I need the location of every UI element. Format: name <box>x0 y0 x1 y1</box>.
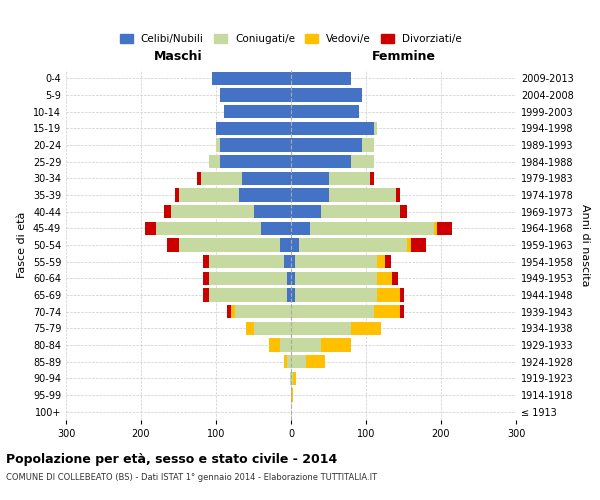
Bar <box>291 138 362 151</box>
Bar <box>291 205 321 218</box>
Bar <box>370 172 373 185</box>
Bar <box>291 272 295 285</box>
Bar <box>291 322 351 335</box>
Bar <box>291 388 293 402</box>
Bar <box>291 188 329 202</box>
Bar <box>377 255 385 268</box>
Bar <box>310 222 433 235</box>
Bar <box>407 238 411 252</box>
Bar <box>396 188 400 202</box>
Bar <box>400 205 407 218</box>
Bar <box>209 288 287 302</box>
Bar <box>351 155 373 168</box>
Bar <box>291 72 351 85</box>
Bar <box>377 272 392 285</box>
Y-axis label: Fasce di età: Fasce di età <box>17 212 27 278</box>
Bar <box>291 88 362 102</box>
Bar <box>291 255 295 268</box>
Bar <box>179 238 280 252</box>
Bar <box>209 272 287 285</box>
Bar <box>291 305 373 318</box>
Bar <box>171 205 254 218</box>
Text: Maschi: Maschi <box>154 50 203 63</box>
Y-axis label: Anni di nascita: Anni di nascita <box>580 204 590 286</box>
Bar <box>242 172 291 185</box>
Bar <box>321 338 351 351</box>
Bar <box>291 172 329 185</box>
Bar <box>291 155 351 168</box>
Bar <box>254 205 291 218</box>
Bar <box>329 172 370 185</box>
Bar <box>231 305 235 318</box>
Bar <box>437 222 452 235</box>
Bar <box>280 238 291 252</box>
Bar <box>220 88 291 102</box>
Bar <box>291 105 359 118</box>
Bar <box>216 122 291 135</box>
Bar <box>329 188 396 202</box>
Bar <box>209 155 220 168</box>
Bar <box>280 338 291 351</box>
Legend: Celibi/Nubili, Coniugati/e, Vedovi/e, Divorziati/e: Celibi/Nubili, Coniugati/e, Vedovi/e, Di… <box>116 30 466 48</box>
Bar <box>373 122 377 135</box>
Text: Popolazione per età, sesso e stato civile - 2014: Popolazione per età, sesso e stato civil… <box>6 452 337 466</box>
Bar <box>223 105 291 118</box>
Bar <box>145 222 156 235</box>
Bar <box>321 205 400 218</box>
Bar <box>203 255 209 268</box>
Bar <box>295 255 377 268</box>
Bar <box>290 372 291 385</box>
Bar <box>201 172 242 185</box>
Bar <box>227 305 231 318</box>
Bar <box>167 238 179 252</box>
Bar <box>287 272 291 285</box>
Bar <box>400 305 404 318</box>
Bar <box>284 255 291 268</box>
Bar <box>239 188 291 202</box>
Bar <box>291 238 299 252</box>
Bar <box>291 288 295 302</box>
Bar <box>291 222 310 235</box>
Bar <box>261 222 291 235</box>
Bar <box>203 288 209 302</box>
Bar <box>216 138 220 151</box>
Bar <box>175 188 179 202</box>
Bar <box>306 355 325 368</box>
Text: COMUNE DI COLLEBEATO (BS) - Dati ISTAT 1° gennaio 2014 - Elaborazione TUTTITALIA: COMUNE DI COLLEBEATO (BS) - Dati ISTAT 1… <box>6 472 377 482</box>
Bar <box>293 372 296 385</box>
Bar <box>295 272 377 285</box>
Bar <box>209 255 284 268</box>
Bar <box>377 288 400 302</box>
Bar <box>197 172 201 185</box>
Bar <box>235 305 291 318</box>
Bar <box>212 72 291 85</box>
Bar <box>220 155 291 168</box>
Bar <box>373 305 400 318</box>
Bar <box>411 238 426 252</box>
Bar <box>254 322 291 335</box>
Bar <box>433 222 437 235</box>
Bar <box>203 272 209 285</box>
Text: Femmine: Femmine <box>371 50 436 63</box>
Bar <box>287 355 291 368</box>
Bar <box>400 288 404 302</box>
Bar <box>269 338 280 351</box>
Bar <box>385 255 391 268</box>
Bar <box>156 222 261 235</box>
Bar <box>291 372 293 385</box>
Bar <box>246 322 254 335</box>
Bar <box>291 355 306 368</box>
Bar <box>351 322 381 335</box>
Bar <box>287 288 291 302</box>
Bar <box>392 272 398 285</box>
Bar <box>220 138 291 151</box>
Bar <box>291 122 373 135</box>
Bar <box>179 188 239 202</box>
Bar <box>284 355 287 368</box>
Bar <box>291 338 321 351</box>
Bar <box>295 288 377 302</box>
Bar <box>299 238 407 252</box>
Bar <box>362 138 373 151</box>
Bar <box>163 205 171 218</box>
